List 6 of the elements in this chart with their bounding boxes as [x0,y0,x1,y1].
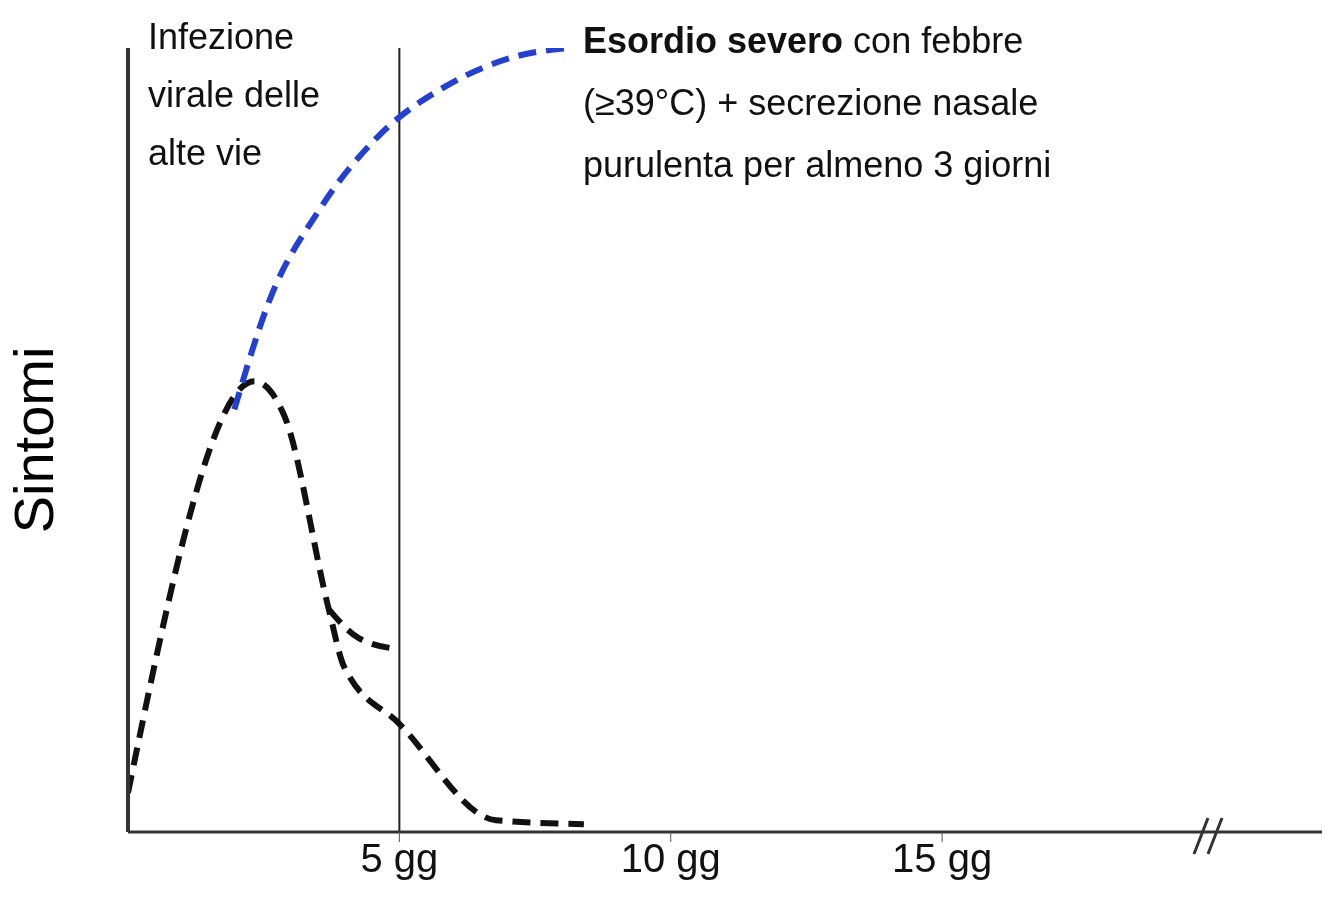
y-axis-title: Sintomi [1,346,65,534]
x-tick-label: 15 gg [892,836,993,881]
x-tick-label: 10 gg [620,836,721,881]
annotation: Infezione virale delle alte vie [148,15,322,175]
annotation: Esordio severo con febbre (≥39°C) + secrezione nasale purulenta per almeno 3 giorni [583,19,1053,187]
x-tick-label: 5 gg [360,836,439,881]
